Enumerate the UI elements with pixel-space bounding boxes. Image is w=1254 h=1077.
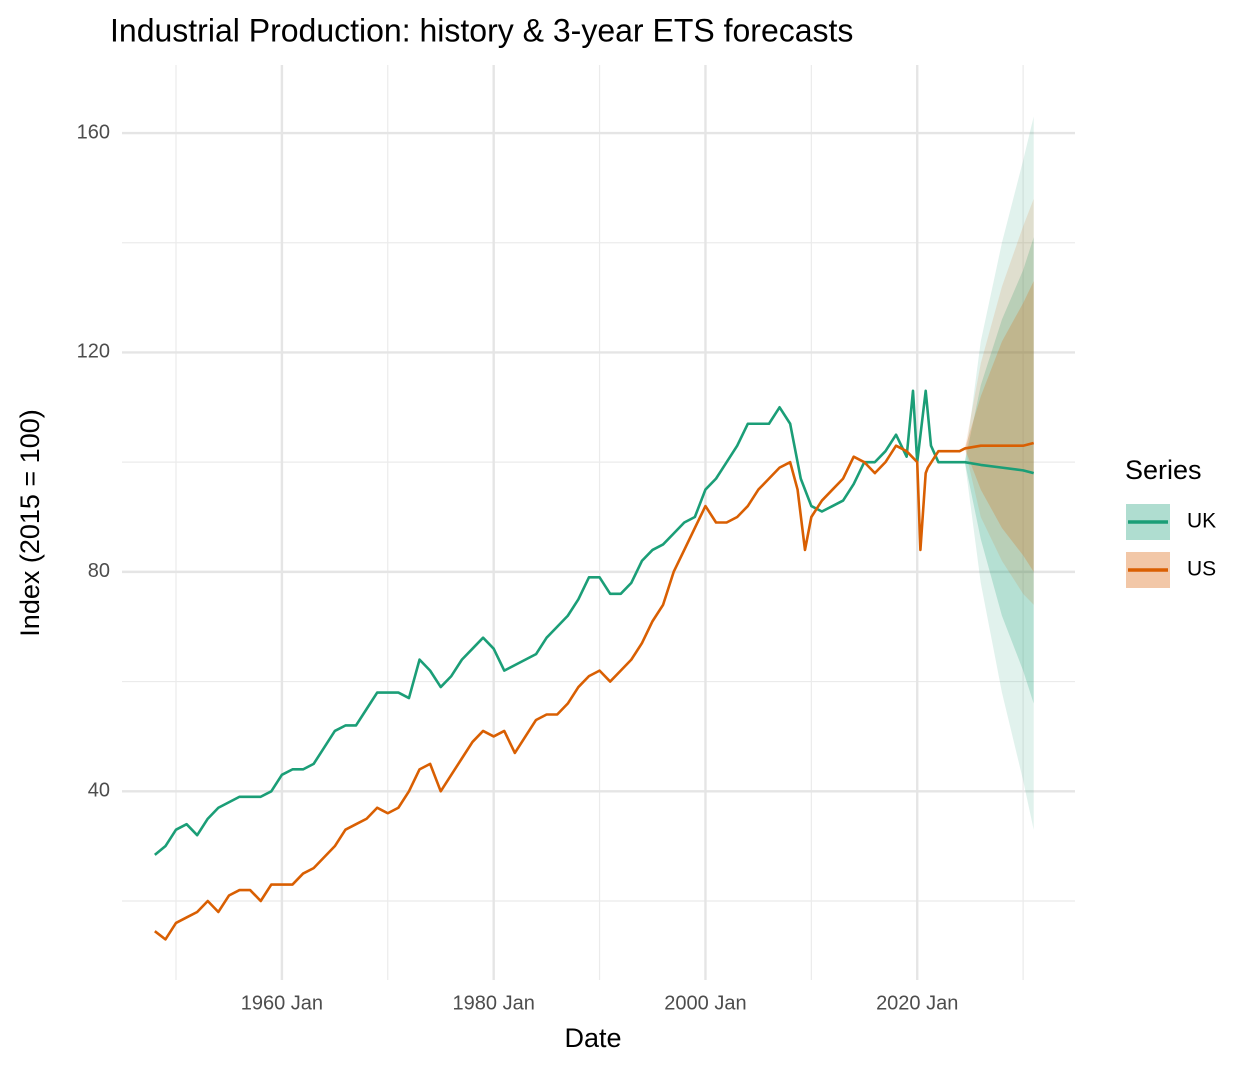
y-tick-label: 120 (77, 341, 110, 363)
x-tick-label: 1980 Jan (453, 992, 535, 1014)
forecast-band (964, 237, 1034, 704)
x-tick-label: 1960 Jan (241, 992, 323, 1014)
y-tick-label: 40 (88, 780, 110, 802)
forecast-band (964, 198, 1034, 605)
x-tick-label: 2000 Jan (664, 992, 746, 1014)
y-tick-label: 160 (77, 121, 110, 143)
x-axis-title: Date (564, 1023, 621, 1053)
y-axis-title: Index (2015 = 100) (15, 409, 45, 636)
y-tick-label: 80 (88, 560, 110, 582)
series-line (153, 389, 1035, 856)
legend-label: UK (1187, 510, 1216, 533)
forecast-band (964, 281, 1034, 572)
grid (122, 65, 1075, 980)
x-tick-label: 2020 Jan (876, 992, 958, 1014)
series-line (154, 441, 1035, 941)
legend-label: US (1187, 558, 1216, 581)
legend-title: Series (1125, 455, 1202, 485)
forecast-band (964, 116, 1034, 830)
chart-title: Industrial Production: history & 3-year … (110, 12, 853, 48)
